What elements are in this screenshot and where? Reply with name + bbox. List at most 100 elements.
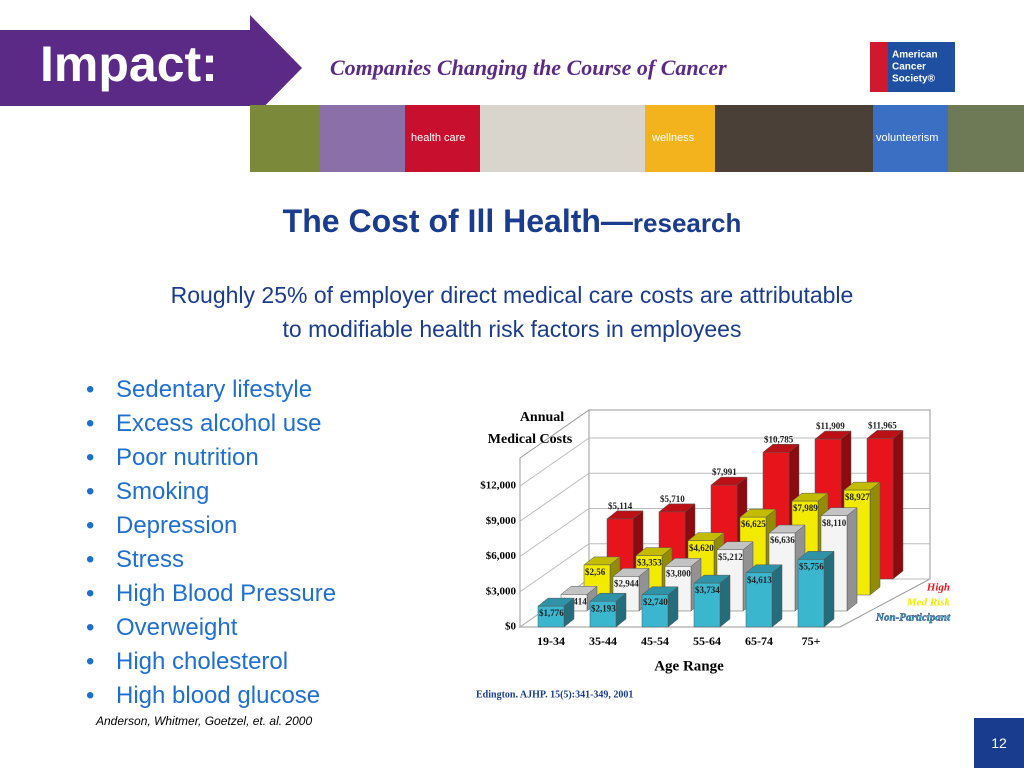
value-label: $2,193 <box>591 603 616 613</box>
page-number: 12 <box>974 718 1024 768</box>
bullet: • Excess alcohol use <box>86 410 322 437</box>
society-name: Cancer <box>892 62 926 73</box>
bullet-text: Sedentary lifestyle <box>116 376 313 403</box>
bullet: • Sedentary lifestyle <box>86 376 313 403</box>
tagline: Companies Changing the Course of Cancer <box>330 55 727 80</box>
x-tick-label: 65-74 <box>745 634 773 648</box>
y-tick-label: $3,000 <box>486 585 517 597</box>
x-tick-label: 19-34 <box>537 634 565 648</box>
bullet-text: Excess alcohol use <box>116 410 322 437</box>
bullet-text: Depression <box>116 512 238 539</box>
bullet-text: Poor nutrition <box>116 444 259 471</box>
x-tick-label: 55-64 <box>693 634 721 648</box>
y-tick-label: $9,000 <box>486 515 517 527</box>
bullet-text: High cholesterol <box>116 648 289 675</box>
strip-block <box>405 105 480 172</box>
y-tick-label: $6,000 <box>486 550 517 562</box>
value-label: $4,620 <box>689 543 714 553</box>
subtitle: Roughly 25% of employer direct medical c… <box>0 278 1024 346</box>
bullet-text: Stress <box>116 546 185 573</box>
strip-block <box>873 105 948 172</box>
legend-entry: High <box>926 582 950 594</box>
value-label: $2,740 <box>643 597 668 607</box>
x-tick-label: 45-54 <box>641 634 669 648</box>
bullet: • High Blood Pressure <box>86 580 337 607</box>
photo <box>480 105 645 172</box>
value-label: $5,710 <box>660 494 685 504</box>
value-label: $1,414 <box>562 596 587 606</box>
legend-entry: Non-Participant <box>875 612 951 624</box>
value-label: $3,734 <box>695 585 720 595</box>
strip-block <box>645 105 715 172</box>
society-mark <box>870 42 888 92</box>
y-tick-label: $0 <box>505 621 517 633</box>
bar <box>589 600 617 628</box>
bar-side <box>846 507 858 612</box>
y-axis-title: Medical Costs <box>488 432 573 447</box>
photo <box>320 105 405 172</box>
value-label: $5,114 <box>608 501 633 511</box>
bar <box>797 559 825 628</box>
bar-side <box>719 574 731 628</box>
value-label: $10,785 <box>764 434 794 444</box>
y-tick-label: $12,000 <box>480 480 516 492</box>
bar-side <box>771 564 783 628</box>
strip-label: wellness <box>651 132 695 144</box>
value-label: $2,944 <box>614 578 639 588</box>
x-tick-label: 75+ <box>802 634 821 648</box>
bullet-source: Anderson, Whitmer, Goetzel, et. al. 2000 <box>96 714 313 728</box>
bar <box>693 582 721 628</box>
strip-label: volunteerism <box>876 132 938 144</box>
bullet: • Poor nutrition <box>86 444 259 471</box>
bullet: • Stress <box>86 546 185 573</box>
society-name: American <box>892 50 938 61</box>
value-label: $5,212 <box>718 552 743 562</box>
value-label: $7,989 <box>793 503 818 513</box>
bullet-text: High blood glucose <box>116 682 321 709</box>
bullet-text: High Blood Pressure <box>116 580 337 607</box>
grid-line <box>519 543 590 593</box>
value-label: $1,776 <box>539 608 564 618</box>
subtitle-line: Roughly 25% of employer direct medical c… <box>170 282 854 308</box>
legend-entry: Med Risk <box>906 597 951 609</box>
bullet-text: Smoking <box>116 478 210 505</box>
bullet: • High blood glucose <box>86 682 321 709</box>
title-main: The Cost of Ill Health— <box>282 203 633 239</box>
society-name: Society® <box>892 74 936 85</box>
value-label: $8,110 <box>822 518 847 528</box>
title-tail: research <box>632 208 742 238</box>
logo: Impact: <box>40 36 218 92</box>
value-label: $3,800 <box>666 568 691 578</box>
value-label: $7,991 <box>712 467 737 477</box>
value-label: $5,756 <box>799 561 824 571</box>
value-label: $3,353 <box>637 558 662 568</box>
title: The Cost of Ill Health—research <box>0 203 1024 240</box>
value-label: $4,613 <box>747 575 772 585</box>
header: Impact: Companies Changing the Course of… <box>0 15 1024 172</box>
grid-line <box>519 437 590 487</box>
value-label: $11,965 <box>868 420 897 430</box>
value-label: $8,927 <box>845 492 870 502</box>
grid-line <box>519 472 590 522</box>
bar-side <box>869 481 881 596</box>
value-label: $6,636 <box>770 535 795 545</box>
bar-side <box>892 429 904 580</box>
bullet: • Smoking <box>86 478 210 505</box>
bar <box>641 594 669 628</box>
value-label: $11,909 <box>816 421 845 431</box>
strip-label: health care <box>411 132 465 144</box>
bullet-text: Overweight <box>116 614 238 641</box>
bullet: • High cholesterol <box>86 648 289 675</box>
value-label: $6,625 <box>741 519 766 529</box>
x-tick-label: 35-44 <box>589 634 617 648</box>
photo <box>715 105 873 172</box>
chart-source: Edington. AJHP. 15(5):341-349, 2001 <box>476 689 633 700</box>
grid-line <box>519 508 590 557</box>
y-axis-title: Annual <box>520 410 564 425</box>
bullet-list: • Sedentary lifestyle • Excess alcohol use •… <box>86 373 336 713</box>
value-label: $2,56 <box>585 567 606 577</box>
x-axis-title: Age Range <box>654 658 724 674</box>
subtitle-line: to modifiable health risk factors in emp… <box>282 316 742 342</box>
bar-side <box>823 550 835 628</box>
